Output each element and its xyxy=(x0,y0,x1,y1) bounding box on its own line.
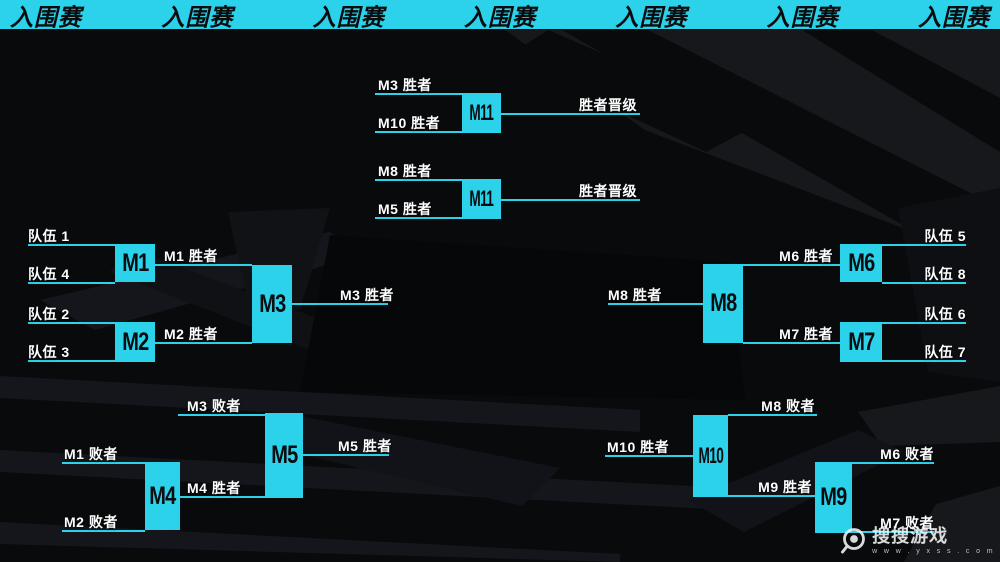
connector-line-1 xyxy=(375,131,462,133)
connector-line-25 xyxy=(605,455,693,457)
connector-line-15 xyxy=(178,414,265,416)
connector-line-8 xyxy=(28,322,115,324)
connector-label-16: M4 胜者 xyxy=(187,480,241,496)
connector-line-13 xyxy=(62,462,145,464)
connector-line-24 xyxy=(882,360,966,362)
connector-line-20 xyxy=(743,342,840,344)
match-box-label: M3 xyxy=(258,289,286,318)
match-box-label: M5 xyxy=(270,441,298,469)
watermark-site-url: w w w . y x s s . c o m xyxy=(872,547,995,555)
match-box-label: M1 xyxy=(121,248,149,277)
connector-line-9 xyxy=(28,360,115,362)
header-banner-item-4: 入围赛 xyxy=(615,3,688,31)
header-banner-item-6: 入围赛 xyxy=(917,3,990,31)
connector-label-23: 队伍 6 xyxy=(924,306,966,322)
connector-label-1: M10 胜者 xyxy=(378,115,441,131)
connector-line-11 xyxy=(155,342,252,344)
connector-label-26: M8 败者 xyxy=(761,398,815,414)
connector-label-20: M7 胜者 xyxy=(779,326,833,342)
header-banner-item-2: 入围赛 xyxy=(312,3,385,31)
header-banner-item-0: 入围赛 xyxy=(10,3,82,31)
connector-line-17 xyxy=(303,454,389,456)
match-box-M4: M4 xyxy=(145,462,180,530)
match-box-label: M11 xyxy=(469,186,495,211)
header-banner-item-1: 入围赛 xyxy=(161,3,234,31)
connector-line-2 xyxy=(501,113,640,115)
magnifier-icon xyxy=(841,528,866,554)
connector-line-27 xyxy=(728,495,815,497)
connector-label-29: M7 败者 xyxy=(880,515,934,531)
connector-label-25: M10 胜者 xyxy=(607,439,670,455)
connector-label-10: M1 胜者 xyxy=(164,248,218,264)
header-banner-item-5: 入围赛 xyxy=(766,3,839,31)
match-box-M5: M5 xyxy=(265,413,303,498)
connector-label-19: M6 胜者 xyxy=(779,248,833,264)
connector-label-22: 队伍 8 xyxy=(924,266,966,282)
connector-label-4: M5 胜者 xyxy=(378,201,432,217)
connector-label-24: 队伍 7 xyxy=(924,344,966,360)
watermark-site-name: 搜搜游戏 xyxy=(872,525,949,546)
connector-label-27: M9 胜者 xyxy=(758,479,812,495)
match-box-label: M4 xyxy=(149,481,176,510)
connector-line-16 xyxy=(180,496,265,498)
match-box-M2: M2 xyxy=(115,322,155,362)
connector-line-21 xyxy=(882,244,966,246)
connector-line-12 xyxy=(292,303,388,305)
connector-label-17: M5 胜者 xyxy=(338,438,392,454)
connector-label-3: M8 胜者 xyxy=(378,163,432,179)
connector-label-14: M2 败者 xyxy=(64,514,118,530)
connector-line-3 xyxy=(375,179,462,181)
watermark-text: 搜搜游戏 w w w . y x s s . c o m xyxy=(872,527,995,555)
header-banner: 入围赛 入围赛 入围赛 入围赛 入围赛 入围赛 入围赛 xyxy=(0,0,1000,31)
match-box-label: M8 xyxy=(709,289,737,317)
connector-line-6 xyxy=(28,244,115,246)
connector-line-26 xyxy=(728,414,817,416)
connector-label-6: 队伍 1 xyxy=(28,228,70,244)
match-box-label: M6 xyxy=(847,248,875,277)
connector-label-0: M3 胜者 xyxy=(378,77,432,93)
connector-label-11: M2 胜者 xyxy=(164,326,218,342)
connector-label-21: 队伍 5 xyxy=(924,228,966,244)
connector-label-5: 胜者晋级 xyxy=(579,183,637,199)
connector-line-29 xyxy=(852,531,934,533)
match-box-M10: M10 xyxy=(693,415,728,497)
match-box-M9: M9 xyxy=(815,462,852,533)
connector-line-7 xyxy=(28,282,115,284)
match-box-M1: M1 xyxy=(115,244,155,282)
connector-line-0 xyxy=(375,93,462,95)
match-box-M11: M11 xyxy=(462,179,501,219)
match-box-M7: M7 xyxy=(840,322,882,362)
match-box-M11: M11 xyxy=(462,93,501,133)
connector-label-8: 队伍 2 xyxy=(28,306,70,322)
connector-line-23 xyxy=(882,322,966,324)
match-box-M6: M6 xyxy=(840,244,882,282)
match-box-M8: M8 xyxy=(703,264,743,343)
connector-line-14 xyxy=(62,530,145,532)
match-box-label: M10 xyxy=(698,443,723,468)
connector-line-22 xyxy=(882,282,966,284)
connector-line-5 xyxy=(501,199,640,201)
connector-label-15: M3 败者 xyxy=(187,398,241,414)
match-box-label: M7 xyxy=(847,327,875,356)
header-banner-item-3: 入围赛 xyxy=(463,3,536,31)
connector-label-18: M8 胜者 xyxy=(608,287,662,303)
connector-label-7: 队伍 4 xyxy=(28,266,70,282)
connector-line-10 xyxy=(155,264,252,266)
match-box-label: M9 xyxy=(820,483,847,511)
connector-label-12: M3 胜者 xyxy=(340,287,394,303)
connector-label-13: M1 败者 xyxy=(64,446,118,462)
connector-label-2: 胜者晋级 xyxy=(579,97,637,113)
connector-line-28 xyxy=(852,462,934,464)
match-box-label: M11 xyxy=(469,100,495,125)
watermark: 搜搜游戏 w w w . y x s s . c o m xyxy=(840,526,995,555)
connector-label-28: M6 败者 xyxy=(880,446,934,462)
connector-label-9: 队伍 3 xyxy=(28,344,70,360)
connector-line-19 xyxy=(743,264,840,266)
connector-line-4 xyxy=(375,217,462,219)
match-box-label: M2 xyxy=(121,327,149,356)
connector-line-18 xyxy=(608,303,703,305)
match-box-M3: M3 xyxy=(252,265,292,343)
